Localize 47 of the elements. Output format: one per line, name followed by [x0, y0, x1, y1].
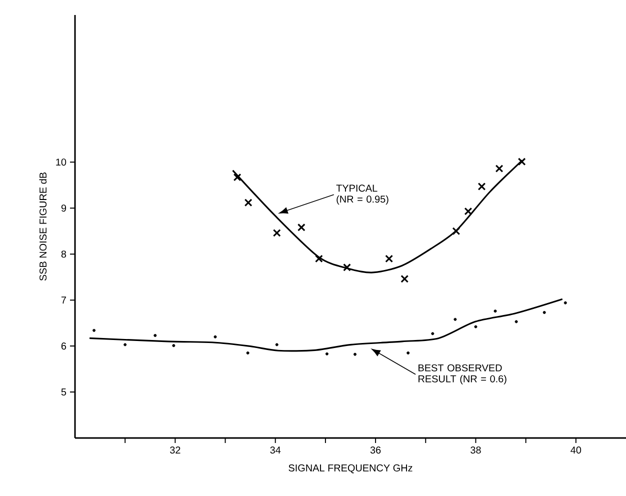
point: [431, 332, 434, 336]
x-tick-label: 38: [470, 446, 481, 454]
y-tick-label: 8: [61, 250, 66, 258]
point: [514, 320, 518, 324]
point: [464, 207, 472, 216]
point: [354, 352, 357, 356]
y-tick-label: 9: [61, 204, 66, 212]
point: [154, 334, 157, 337]
y-tick-label: 7: [61, 296, 66, 304]
point: [92, 328, 96, 332]
point: [400, 274, 409, 283]
point: [124, 343, 127, 346]
line-series: [232, 159, 524, 274]
point: [233, 173, 242, 182]
point: [385, 254, 394, 263]
point: [494, 310, 497, 313]
x-tick-label: 36: [370, 446, 381, 454]
annotation: TYPICAL (NR = 0.95): [336, 184, 388, 205]
x-axis-title: SIGNAL FREQUENCY GHz: [288, 464, 412, 474]
point: [452, 227, 460, 236]
point: [454, 318, 457, 321]
point: [314, 254, 323, 263]
point: [478, 182, 486, 190]
point: [542, 310, 546, 314]
point: [564, 301, 567, 304]
point: [325, 352, 328, 356]
point: [272, 228, 281, 237]
point: [297, 223, 306, 232]
point: [172, 344, 176, 348]
y-axis-title: SSB NOISE FIGURE dB: [39, 172, 47, 281]
y-tick-label: 5: [61, 388, 66, 396]
y-tick-label: 10: [56, 158, 66, 166]
x-tick-label: 32: [170, 446, 180, 454]
x-tick-label: 40: [570, 446, 582, 454]
annotation: BEST OBSERVED RESULT (NR = 0.6): [418, 364, 506, 384]
point: [474, 325, 478, 328]
point: [343, 263, 351, 272]
point: [518, 158, 526, 166]
point: [406, 351, 410, 354]
point: [246, 351, 250, 354]
point: [275, 343, 278, 346]
y-tick-label: 6: [61, 342, 66, 350]
point: [214, 335, 217, 338]
point: [495, 164, 504, 173]
line-series: [88, 298, 564, 352]
point: [244, 198, 252, 207]
x-tick-label: 34: [270, 446, 281, 454]
